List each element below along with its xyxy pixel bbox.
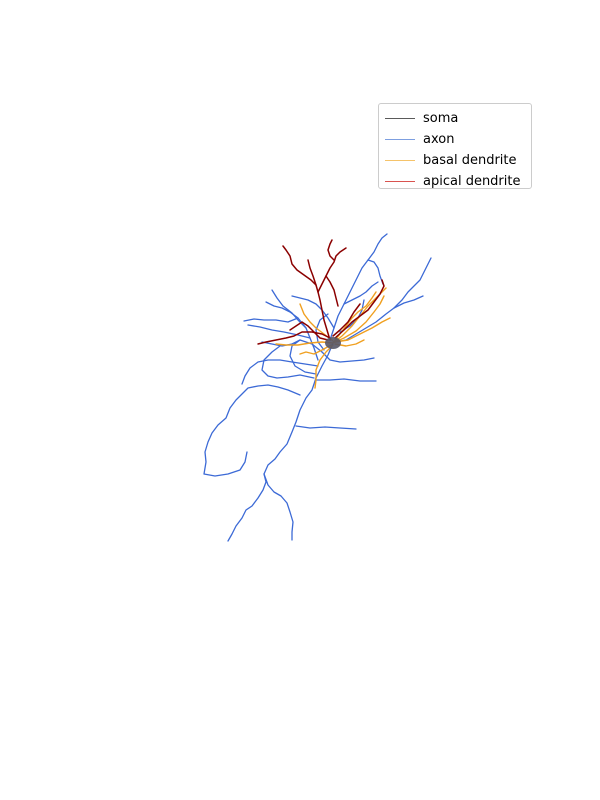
axon-branch — [241, 359, 319, 385]
basal-dendrite-branch — [299, 344, 332, 355]
apical-dendrites — [257, 239, 385, 345]
axon-branch — [263, 473, 294, 541]
basal-dendrite-branch — [334, 317, 391, 343]
axon-branch — [227, 342, 334, 542]
axon-branches — [203, 233, 432, 542]
apical-dendrite-branch — [332, 303, 361, 337]
axon-branch — [343, 281, 379, 305]
legend-swatch-basal-dendrite — [385, 160, 415, 161]
basal-dendrite-branch — [314, 344, 334, 389]
legend-item-basal-dendrite: basal dendrite — [385, 150, 525, 171]
apical-dendrite-branch — [307, 259, 317, 286]
axon-branch — [271, 289, 307, 329]
axon-branch — [261, 345, 315, 379]
soma-body — [325, 337, 341, 349]
legend-swatch-apical-dendrite — [385, 181, 415, 182]
axon-branch — [243, 317, 299, 323]
axon-branch — [261, 339, 301, 347]
legend-label-apical-dendrite: apical dendrite — [423, 174, 521, 189]
legend-item-soma: soma — [385, 108, 525, 129]
apical-dendrite-branch — [257, 331, 331, 345]
axon-branch — [315, 313, 329, 351]
legend-label-soma: soma — [423, 111, 459, 126]
legend-item-axon: axon — [385, 129, 525, 150]
axon-branch — [393, 257, 432, 309]
apical-dendrite-branch — [334, 279, 385, 339]
axon-branch — [367, 259, 384, 285]
legend-swatch-axon — [385, 139, 415, 140]
apical-dendrite-branch — [325, 275, 339, 307]
legend-label-axon: axon — [423, 132, 455, 147]
legend-item-apical-dendrite: apical dendrite — [385, 171, 525, 192]
apical-dendrite-branch — [317, 247, 347, 293]
axon-branch — [203, 384, 301, 477]
axon-branch — [335, 295, 424, 343]
apical-dendrite-branch — [289, 321, 329, 341]
axon-branch — [291, 295, 335, 329]
legend-swatch-soma — [385, 118, 415, 119]
apical-dendrite-branch — [282, 245, 331, 341]
apical-dendrite-branch — [327, 239, 335, 261]
axon-branch — [321, 351, 375, 363]
axon-branch — [247, 324, 311, 339]
legend-label-basal-dendrite: basal dendrite — [423, 153, 517, 168]
axon-branch — [329, 233, 388, 341]
basal-dendrite-branch — [275, 341, 334, 346]
axon-branch — [315, 378, 377, 382]
axon-branch — [295, 425, 357, 430]
legend: soma axon basal dendrite apical dendrite — [378, 103, 532, 189]
basal-dendrite-branch — [332, 295, 385, 344]
